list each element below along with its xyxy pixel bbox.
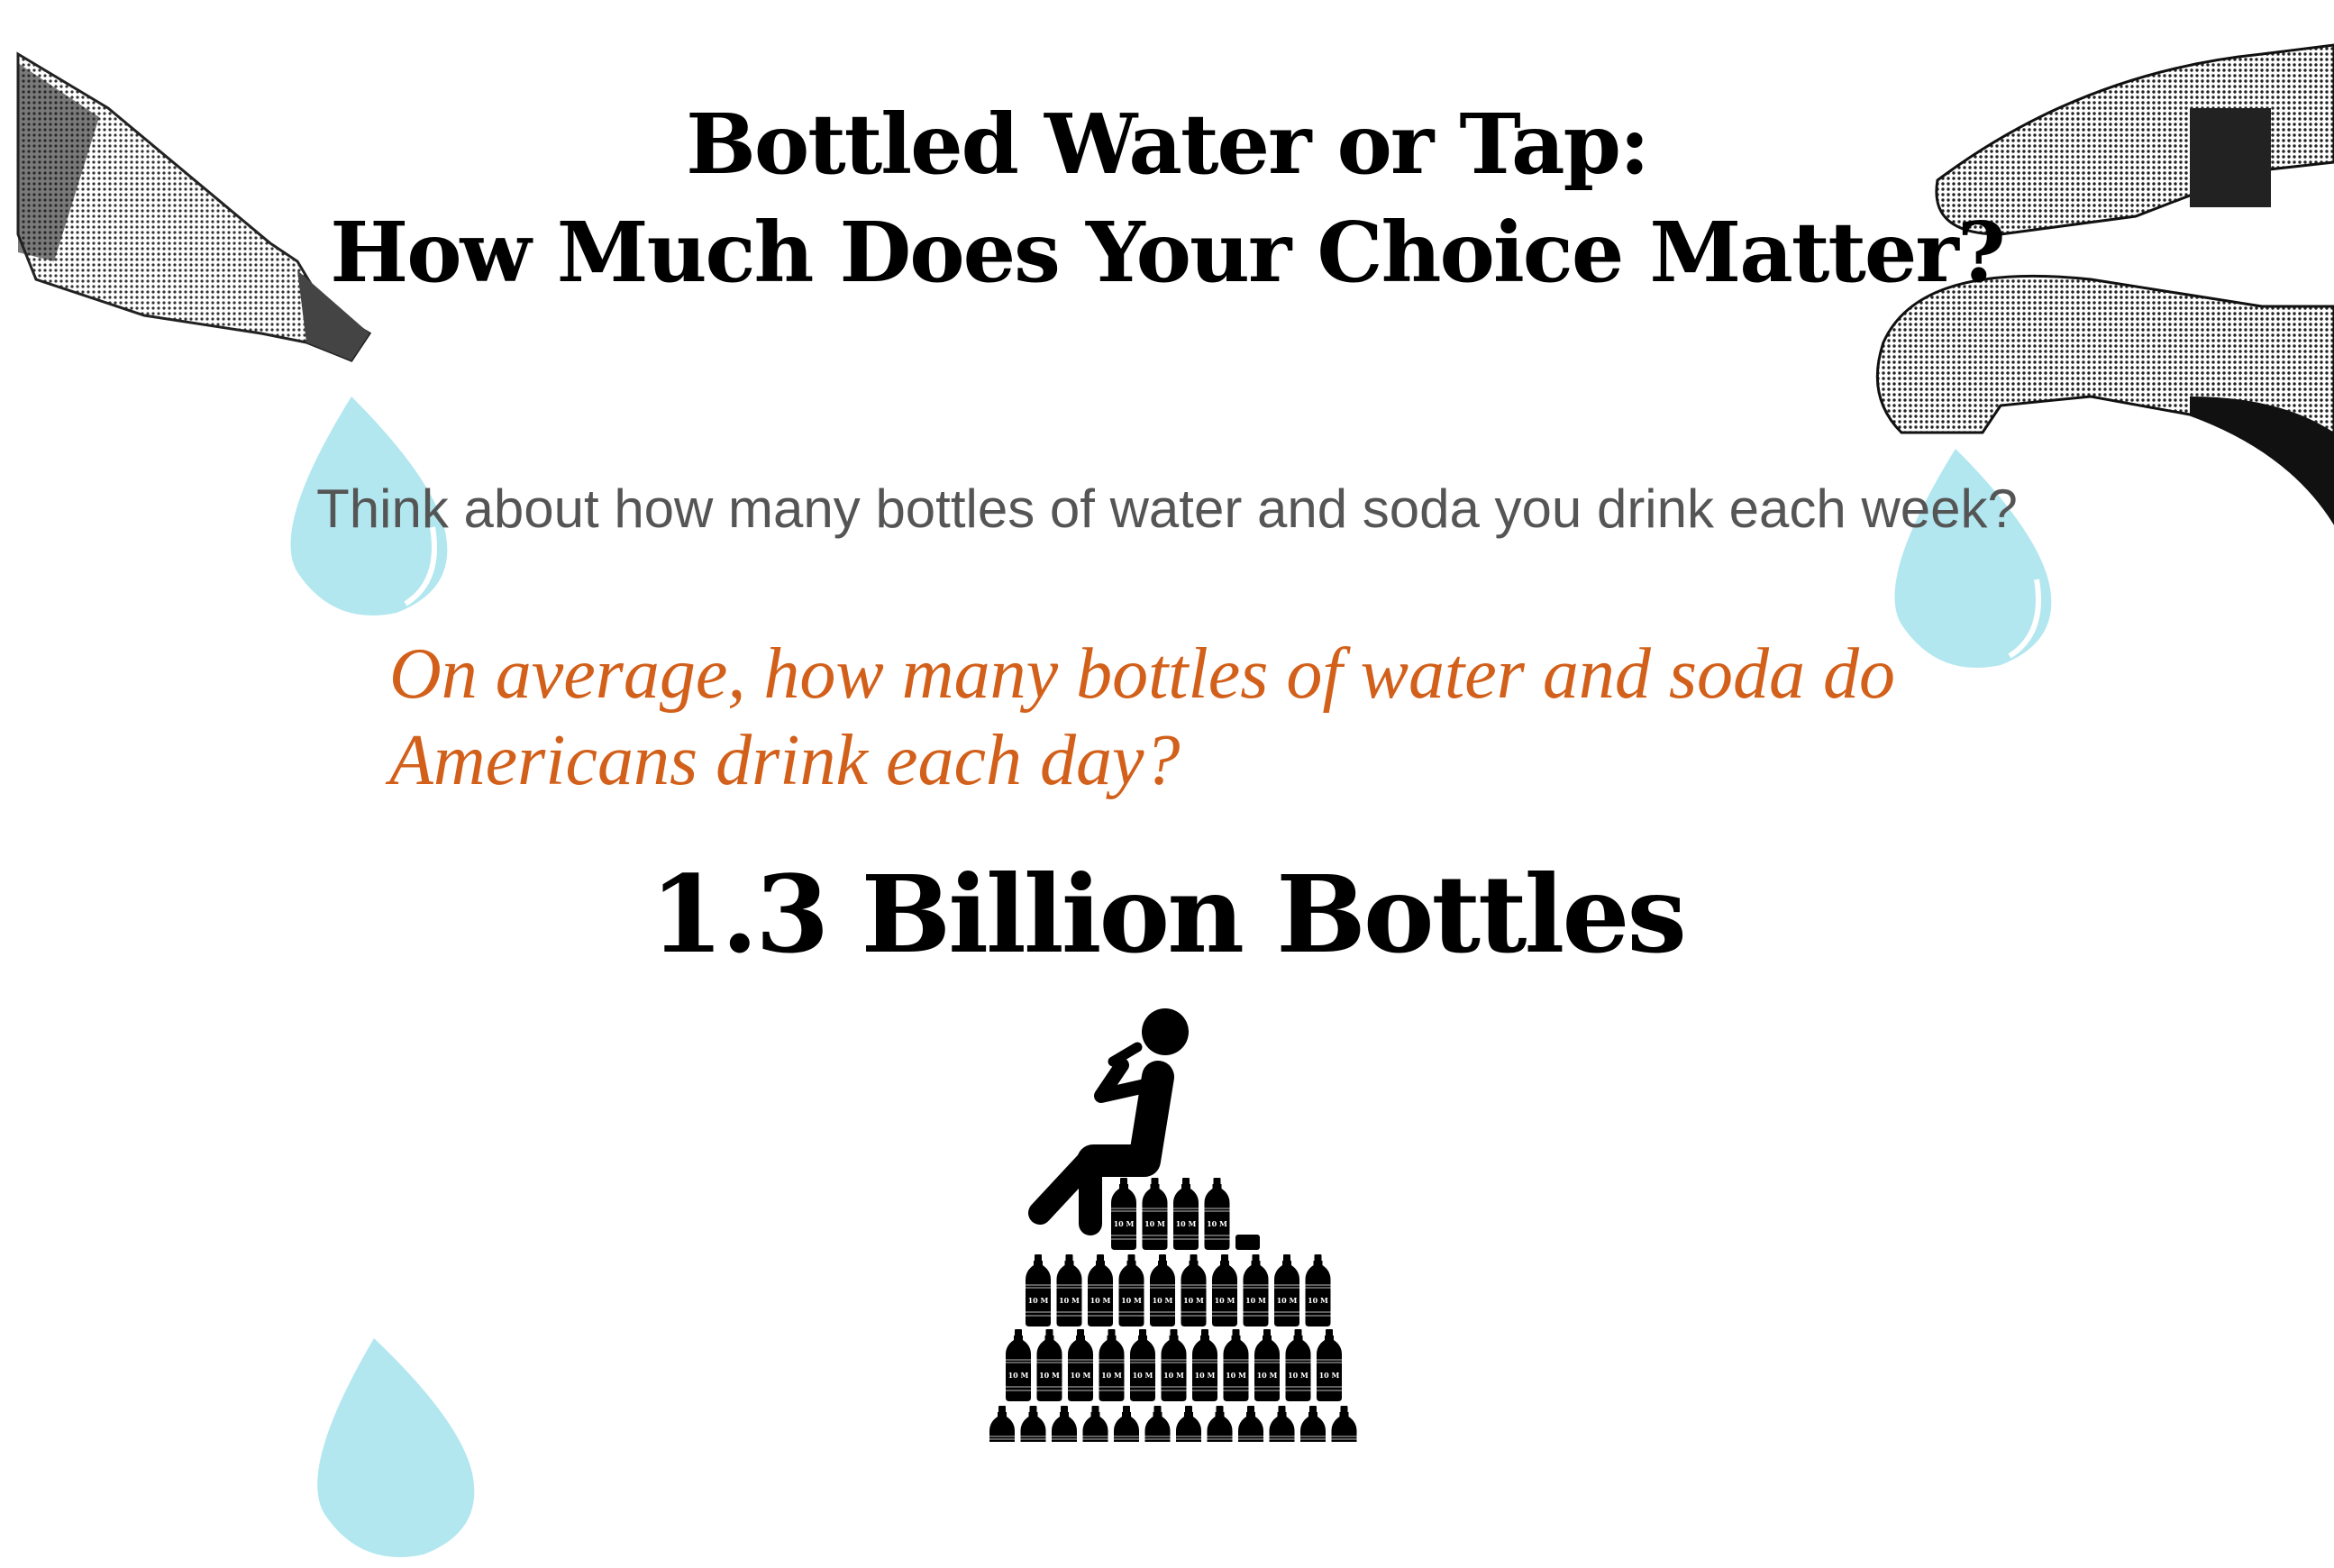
question-line2: Americans drink each day? [389, 721, 1181, 800]
intro-prompt: Think about how many bottles of water an… [316, 479, 2018, 539]
bottle-label: 10 M [1183, 1296, 1204, 1305]
bottle-icon: 10 M [1274, 1254, 1299, 1326]
bottle-label: 10 M [1245, 1296, 1266, 1305]
bottle-icon: 10 M [1052, 1406, 1077, 1442]
bottle-icon: 10 M [1305, 1254, 1331, 1326]
bottle-icon: 10 M [1238, 1406, 1263, 1442]
bottle-icon: 10 M [1111, 1178, 1136, 1250]
bottle-icon: 10 M [1006, 1329, 1031, 1401]
bottle-label: 10 M [1163, 1371, 1184, 1380]
bottle-label: 10 M [1028, 1296, 1049, 1305]
bottle-icon: 10 M [1144, 1406, 1171, 1442]
bottle-label: 10 M [1226, 1371, 1246, 1380]
bottle-icon: 10 M [1099, 1329, 1125, 1401]
plastic-bottle-illustration [16, 51, 372, 362]
water-drop-icon [290, 397, 448, 615]
bottle-icon: 10 M [1088, 1254, 1113, 1326]
bottle-label: 10 M [1121, 1296, 1142, 1305]
bottle-icon: 10 M [1056, 1254, 1082, 1326]
water-drop-icon [317, 1338, 475, 1557]
bottle-icon: 10 M [1026, 1254, 1051, 1326]
bottle-label: 10 M [1144, 1219, 1165, 1228]
bottle-label: 10 M [1195, 1371, 1216, 1380]
bottle-icon: 10 M [1181, 1254, 1207, 1326]
bottle-label: 10 M [1207, 1219, 1227, 1228]
bottle-icon: 10 M [1207, 1406, 1233, 1442]
bottle-label: 10 M [1059, 1296, 1080, 1305]
bottle-label: 10 M [1308, 1296, 1328, 1305]
bottle-label: 10 M [1257, 1371, 1278, 1380]
bottle-icon: 10 M [1036, 1329, 1062, 1401]
bottle-icon: 10 M [989, 1406, 1015, 1442]
bottle-icon: 10 M [1130, 1329, 1155, 1401]
bottle-label: 10 M [1319, 1371, 1340, 1380]
bottle-label: 10 M [1176, 1219, 1197, 1228]
bottle-pyramid: 10 M 10 M 10 M 10 M10 M 10 M 10 M 10 M 10 M 10 M… [989, 1008, 1357, 1442]
bottle-icon: 10 M [1114, 1406, 1139, 1442]
bottle-icon: 10 M [1331, 1406, 1357, 1442]
bottle-icon: 10 M [1285, 1329, 1311, 1401]
bottle-icon: 10 M [1173, 1178, 1199, 1250]
bottle-icon: 10 M [1254, 1329, 1280, 1401]
bottle-icon: 10 M [1150, 1254, 1175, 1326]
partial-bottle-icon [1235, 1235, 1260, 1250]
bottle-icon: 10 M [1118, 1254, 1144, 1326]
bottle-label: 10 M [1153, 1296, 1173, 1305]
faucet-illustration [1875, 43, 2334, 525]
bottle-label: 10 M [1008, 1371, 1029, 1380]
person-drinking-icon [1028, 1008, 1189, 1235]
bottle-icon: 10 M [1176, 1406, 1201, 1442]
bottle-icon: 10 M [1142, 1178, 1168, 1250]
bottle-icon: 10 M [1204, 1178, 1230, 1250]
bottle-label: 10 M [1133, 1371, 1153, 1380]
bottle-label: 10 M [1288, 1371, 1308, 1380]
bottle-icon: 10 M [1317, 1329, 1342, 1401]
bottle-icon: 10 M [1192, 1329, 1217, 1401]
bottle-label: 10 M [1215, 1296, 1235, 1305]
bottle-icon: 10 M [1161, 1329, 1187, 1401]
bottle-label: 10 M [1090, 1296, 1111, 1305]
bottle-icon: 10 M [1068, 1329, 1093, 1401]
page-title-line2: How Much Does Your Choice Matter? [330, 204, 2005, 301]
bottle-label: 10 M [1039, 1371, 1060, 1380]
bottle-icon: 10 M [1082, 1406, 1108, 1442]
bottle-label: 10 M [1071, 1371, 1091, 1380]
bottle-label: 10 M [1277, 1296, 1298, 1305]
bottle-label: 10 M [1101, 1371, 1122, 1380]
bottle-icon: 10 M [1243, 1254, 1269, 1326]
bottle-icon: 10 M [1269, 1406, 1295, 1442]
bottle-label: 10 M [1114, 1219, 1135, 1228]
water-drop-icon [1894, 449, 2052, 668]
question-line1: On average, how many bottles of water an… [389, 634, 1895, 714]
bottle-icon: 10 M [1223, 1329, 1249, 1401]
bottle-icon: 10 M [1300, 1406, 1326, 1442]
page-title-line1: Bottled Water or Tap: [686, 96, 1650, 193]
bottle-icon: 10 M [1020, 1406, 1046, 1442]
answer-headline: 1.3 Billion Bottles [650, 852, 1687, 977]
bottle-icon: 10 M [1212, 1254, 1237, 1326]
